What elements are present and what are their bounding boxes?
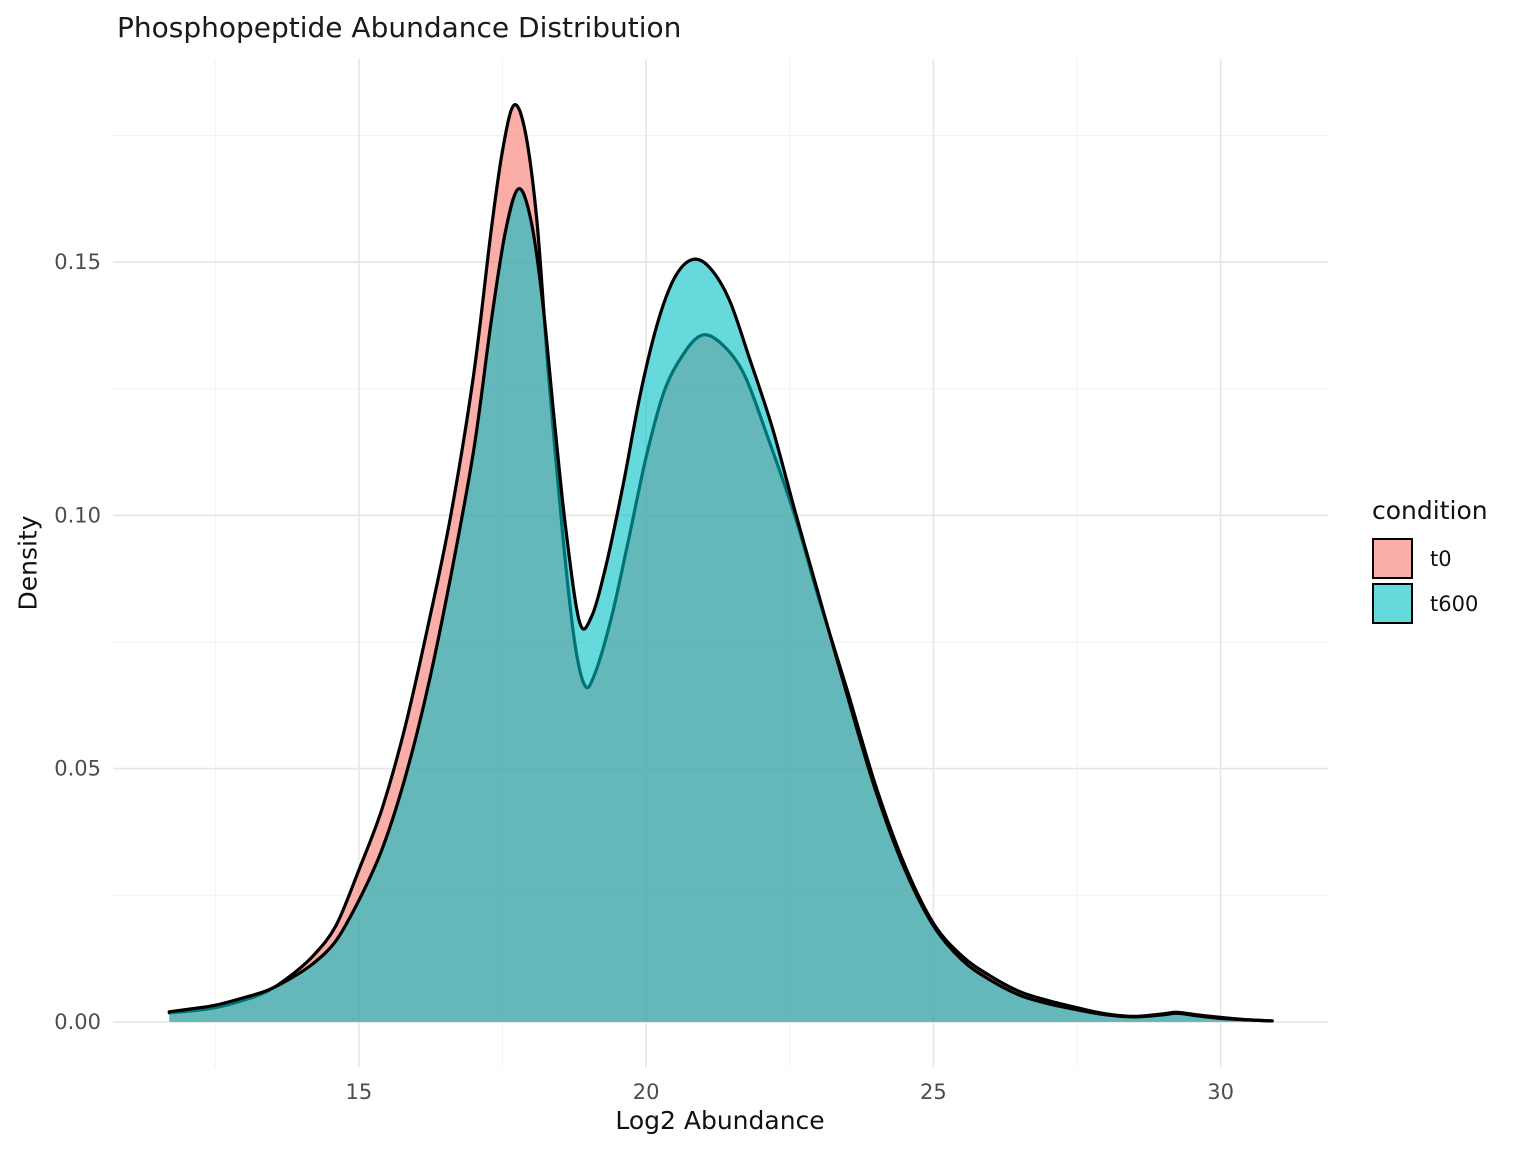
legend-title: condition <box>1372 496 1488 525</box>
x-axis-title: Log2 Abundance <box>615 1106 825 1135</box>
legend: condition t0 t600 <box>1372 496 1488 624</box>
legend-entries: t0 t600 <box>1372 538 1488 624</box>
y-tick-label: 0.00 <box>54 1010 101 1034</box>
legend-label: t600 <box>1430 591 1479 616</box>
x-tick-label: 30 <box>1207 1080 1234 1104</box>
y-tick-label: 0.05 <box>54 757 101 781</box>
x-tick-label: 25 <box>920 1080 947 1104</box>
density-curve-t600 <box>167 187 1271 1023</box>
x-tick-label: 20 <box>633 1080 660 1104</box>
legend-label: t0 <box>1430 546 1452 571</box>
legend-entry-t0: t0 <box>1372 538 1488 579</box>
y-tick-label: 0.15 <box>54 250 101 274</box>
x-tick-label: 15 <box>346 1080 373 1104</box>
legend-entry-t600: t600 <box>1372 583 1488 624</box>
chart-title: Phosphopeptide Abundance Distribution <box>117 11 682 44</box>
y-tick-label: 0.10 <box>54 503 101 527</box>
legend-swatch-t600 <box>1372 583 1413 624</box>
density-area-t600 <box>169 188 1270 1022</box>
legend-swatch-t0 <box>1372 538 1413 579</box>
y-axis-title: Density <box>13 515 43 611</box>
